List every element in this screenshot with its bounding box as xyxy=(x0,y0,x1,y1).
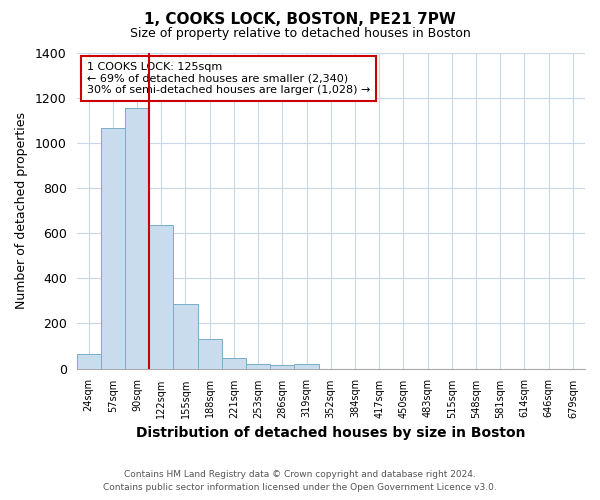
Bar xyxy=(222,358,246,368)
Text: 1 COOKS LOCK: 125sqm
← 69% of detached houses are smaller (2,340)
30% of semi-de: 1 COOKS LOCK: 125sqm ← 69% of detached h… xyxy=(87,62,370,95)
Bar xyxy=(149,225,173,368)
Text: 1, COOKS LOCK, BOSTON, PE21 7PW: 1, COOKS LOCK, BOSTON, PE21 7PW xyxy=(144,12,456,28)
Bar xyxy=(77,354,101,368)
X-axis label: Distribution of detached houses by size in Boston: Distribution of detached houses by size … xyxy=(136,426,526,440)
Text: Contains HM Land Registry data © Crown copyright and database right 2024.
Contai: Contains HM Land Registry data © Crown c… xyxy=(103,470,497,492)
Text: Size of property relative to detached houses in Boston: Size of property relative to detached ho… xyxy=(130,28,470,40)
Bar xyxy=(101,128,125,368)
Bar xyxy=(246,364,270,368)
Y-axis label: Number of detached properties: Number of detached properties xyxy=(15,112,28,309)
Bar xyxy=(295,364,319,368)
Bar xyxy=(270,365,295,368)
Bar xyxy=(173,304,197,368)
Bar xyxy=(197,339,222,368)
Bar xyxy=(125,108,149,368)
